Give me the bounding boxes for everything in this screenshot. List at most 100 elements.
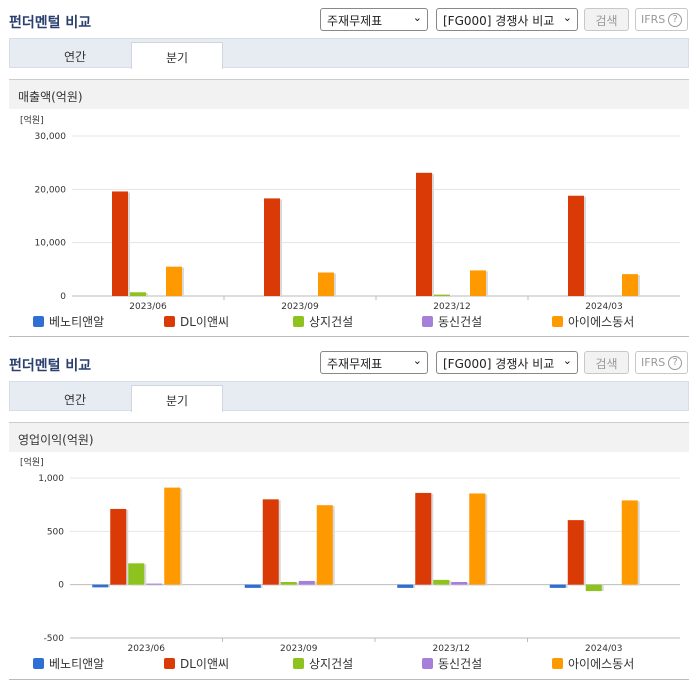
bar[interactable] [318, 272, 334, 296]
peer-select-value: [FG000] 경쟁사 비교 [443, 357, 555, 371]
bar[interactable] [112, 191, 128, 296]
bar[interactable] [416, 172, 432, 296]
x-tick-label: 2023/12 [433, 644, 470, 654]
ifrs-button[interactable]: IFRS? [635, 8, 688, 31]
bar[interactable] [568, 195, 584, 296]
panel-header: 펀더멘털 비교 주재무제표 ⌄ [FG000] 경쟁사 비교 ⌄ 검색 IFRS… [0, 343, 696, 381]
bar[interactable] [280, 582, 297, 585]
ifrs-label: IFRS [641, 13, 666, 26]
legend-swatch [164, 316, 175, 327]
bar[interactable] [316, 505, 333, 585]
peer-select[interactable]: [FG000] 경쟁사 비교 ⌄ [436, 8, 578, 31]
bar-shadow [436, 295, 452, 297]
legend-item[interactable]: 상지건설 [293, 313, 353, 330]
legend-label: 베노티앤알 [49, 315, 105, 329]
panel-title: 펀더멘털 비교 [9, 15, 92, 31]
bar[interactable] [397, 584, 414, 588]
bar[interactable] [264, 198, 280, 296]
statement-select[interactable]: 주재무제표 ⌄ [320, 8, 428, 31]
bar[interactable] [469, 493, 486, 585]
operating-profit-chart: [억원] -500 0 500 1,000 2023/06 2023/09 2023/12 20… [20, 456, 680, 654]
bar[interactable] [585, 584, 602, 592]
legend-label: DL이앤씨 [180, 657, 230, 671]
bar[interactable] [549, 584, 566, 588]
legend-item[interactable]: 아이에스동서 [552, 313, 634, 330]
legend-label: 아이에스동서 [568, 657, 635, 671]
bar[interactable] [298, 580, 315, 585]
section-header: 매출액(억원) [9, 79, 689, 109]
panel-title: 펀더멘털 비교 [9, 358, 92, 374]
panel-divider [9, 679, 689, 680]
bar[interactable] [110, 508, 127, 585]
legend-label: 동신건설 [438, 315, 483, 329]
legend-item[interactable]: 베노티앤알 [33, 313, 104, 330]
legend-label: 베노티앤알 [49, 657, 105, 671]
help-icon: ? [668, 13, 683, 27]
period-tabs: 연간 분기 [9, 38, 689, 69]
legend-swatch [293, 658, 304, 669]
bar[interactable] [434, 294, 450, 296]
y-tick-label: 0 [60, 292, 66, 302]
legend-swatch [422, 316, 433, 327]
bar[interactable] [621, 500, 638, 585]
panel-divider [9, 336, 689, 337]
statement-select-value: 주재무제표 [327, 357, 383, 371]
y-unit-label: [억원] [20, 456, 44, 468]
legend-item[interactable]: 상지건설 [293, 655, 353, 672]
x-tick-label: 2023/06 [129, 302, 167, 312]
bar[interactable] [146, 583, 163, 585]
bar[interactable] [92, 584, 109, 588]
search-button[interactable]: 검색 [584, 351, 629, 374]
legend-label: 상지건설 [309, 657, 354, 671]
x-tick-label: 2024/03 [585, 302, 622, 312]
fundamental-panel-revenue: 펀더멘털 비교 주재무제표 ⌄ [FG000] 경쟁사 비교 ⌄ 검색 IFRS… [0, 0, 696, 340]
legend-item[interactable]: 베노티앤알 [33, 655, 104, 672]
legend-swatch [33, 316, 44, 327]
y-tick-label: -500 [44, 634, 65, 644]
y-tick-label: 10,000 [35, 239, 67, 249]
statement-select[interactable]: 주재무제표 ⌄ [320, 351, 428, 374]
legend-item[interactable]: DL이앤씨 [164, 313, 229, 330]
legend-label: DL이앤씨 [180, 315, 230, 329]
bar[interactable] [164, 487, 181, 585]
legend-swatch [33, 658, 44, 669]
bar[interactable] [433, 579, 450, 585]
chevron-down-icon: ⌄ [562, 354, 572, 367]
search-button[interactable]: 검색 [584, 8, 629, 31]
bar[interactable] [415, 492, 432, 585]
legend-swatch [552, 658, 563, 669]
peer-select-value: [FG000] 경쟁사 비교 [443, 14, 555, 28]
section-header: 영업이익(억원) [9, 422, 689, 452]
tab-quarterly[interactable]: 분기 [131, 42, 223, 69]
fundamental-panel-operating-profit: 펀더멘털 비교 주재무제표 ⌄ [FG000] 경쟁사 비교 ⌄ 검색 IFRS… [0, 343, 696, 684]
bar[interactable] [262, 499, 279, 585]
bar[interactable] [166, 266, 182, 296]
tab-annual[interactable]: 연간 [63, 393, 87, 407]
tab-annual[interactable]: 연간 [63, 50, 87, 64]
ifrs-button[interactable]: IFRS? [635, 351, 688, 374]
bar[interactable] [128, 563, 145, 585]
statement-select-value: 주재무제표 [327, 14, 383, 28]
x-tick-label: 2024/03 [585, 644, 622, 654]
bar[interactable] [470, 270, 486, 296]
y-tick-label: 20,000 [35, 185, 67, 195]
legend-item[interactable]: 동신건설 [422, 313, 482, 330]
bar[interactable] [130, 292, 146, 296]
x-tick-label: 2023/06 [128, 644, 166, 654]
y-unit-label: [억원] [20, 114, 44, 126]
ifrs-label: IFRS [641, 356, 666, 369]
x-tick-label: 2023/09 [280, 644, 318, 654]
x-tick-label: 2023/09 [281, 302, 319, 312]
bar[interactable] [244, 584, 261, 588]
bar[interactable] [622, 274, 638, 296]
period-tabs: 연간 분기 [9, 381, 689, 412]
peer-select[interactable]: [FG000] 경쟁사 비교 ⌄ [436, 351, 578, 374]
bar[interactable] [451, 582, 468, 585]
bar[interactable] [567, 520, 584, 585]
legend-item[interactable]: DL이앤씨 [164, 655, 229, 672]
legend-item[interactable]: 아이에스동서 [552, 655, 634, 672]
legend-item[interactable]: 동신건설 [422, 655, 482, 672]
panel-header: 펀더멘털 비교 주재무제표 ⌄ [FG000] 경쟁사 비교 ⌄ 검색 IFRS… [0, 0, 696, 38]
legend-swatch [422, 658, 433, 669]
tab-quarterly[interactable]: 분기 [131, 385, 223, 412]
